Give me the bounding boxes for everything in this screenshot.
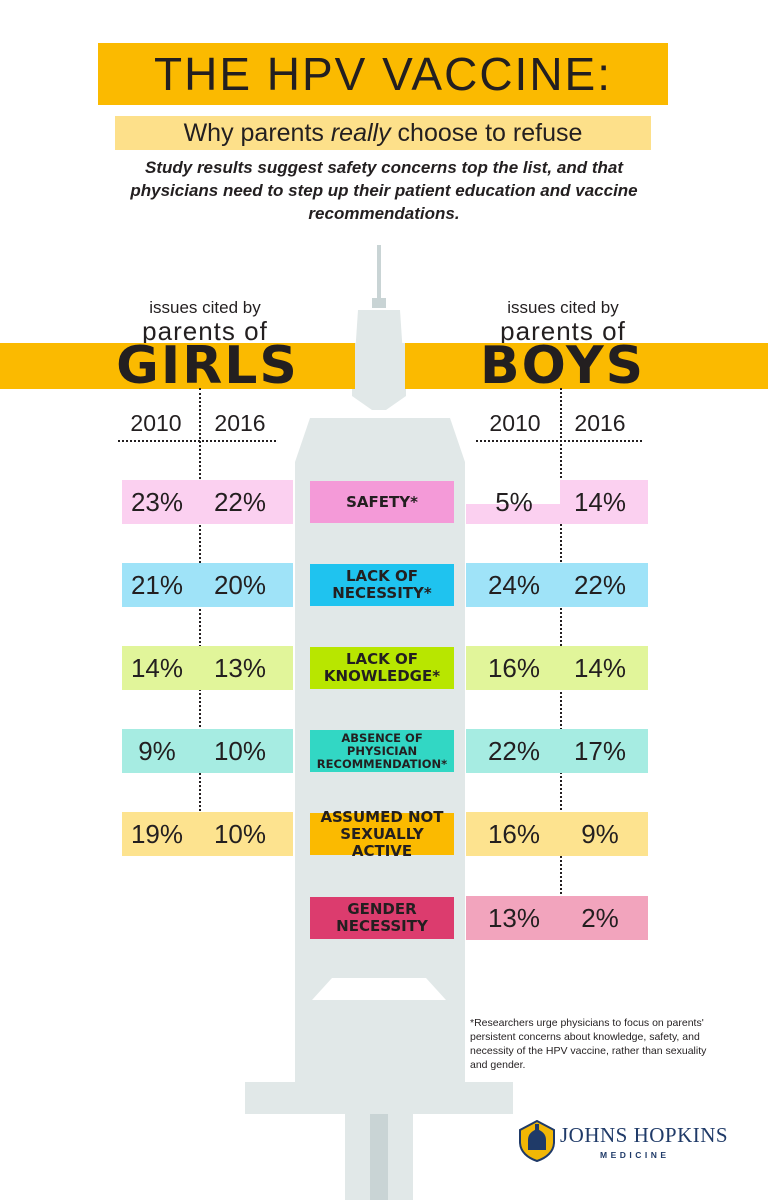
logo-name: JOHNS HOPKINS <box>560 1123 729 1147</box>
subtitle-part: Why parents <box>183 119 331 147</box>
girls-bar-3 <box>122 729 293 773</box>
girls-heading: GIRLS <box>116 336 299 396</box>
subtitle-emphasis: really <box>330 119 391 147</box>
issue-label-line: ABSENCE OF <box>341 730 423 745</box>
logo-subtitle: MEDICINE <box>600 1150 670 1160</box>
issue-label-0: SAFETY* <box>310 481 454 523</box>
boys-bar-4 <box>466 812 648 856</box>
page-subtitle: Why parents really choose to refuse <box>115 116 651 150</box>
girls-2016-value: 20% <box>213 570 267 600</box>
girls-column-divider <box>199 388 201 855</box>
boys-bar-2 <box>466 646 648 690</box>
bar-mask <box>466 480 560 504</box>
girls-2010-value: 14% <box>130 653 184 683</box>
subtitle-highlight <box>115 116 651 150</box>
boys-2010-value: 16% <box>487 653 541 683</box>
girls-bar-4 <box>122 812 293 856</box>
footnote: *Researchers urge physicians to focus on… <box>470 1017 707 1071</box>
boys-2010-value: 22% <box>487 736 541 766</box>
issue-label-line: LACK OF <box>345 650 419 668</box>
girls-2010-value: 9% <box>138 736 176 766</box>
boys-2010-value: 24% <box>487 570 541 600</box>
issue-label-line: RECOMMENDATION* <box>316 756 448 771</box>
boys-2016-value: 14% <box>573 487 627 517</box>
boys-2010-value: 16% <box>487 819 541 849</box>
girls-2016-value: 10% <box>213 819 267 849</box>
issue-label-line: GENDER <box>347 900 417 918</box>
girls-2016-value: 13% <box>213 653 267 683</box>
issue-label-line: SAFETY* <box>346 492 418 511</box>
girls-2010-value: 19% <box>130 819 184 849</box>
boys-bar-3 <box>466 729 648 773</box>
girls-bar-0 <box>122 480 293 524</box>
boys-heading: BOYS <box>479 336 646 396</box>
boys-bar-5 <box>466 896 648 940</box>
girls-2016-value: 22% <box>213 487 267 517</box>
boys-bar-1 <box>466 563 648 607</box>
issue-label-line: ASSUMED NOT <box>320 807 444 826</box>
boys-2016-value: 17% <box>573 736 627 766</box>
girls-2010-value: 23% <box>130 487 184 517</box>
girls-parents-label: parents of <box>142 316 268 346</box>
issue-label-3: ABSENCE OF PHYSICIAN RECOMMENDATION* <box>310 730 454 772</box>
boys-year-2016: 2016 <box>574 410 626 436</box>
boys-year-2010: 2010 <box>489 410 541 436</box>
syringe-hub-overlay <box>355 343 405 389</box>
girls-year-2010: 2010 <box>130 410 182 436</box>
boys-2016-value: 2% <box>581 903 619 933</box>
girls-bar-2 <box>122 646 293 690</box>
johns-hopkins-shield-icon <box>519 1120 555 1162</box>
girls-2010-value: 21% <box>130 570 184 600</box>
issue-label-line: LACK OF <box>345 567 419 585</box>
boys-2016-value: 9% <box>581 819 619 849</box>
boys-2010-value: 5% <box>495 487 533 517</box>
boys-parents-label: parents of <box>500 316 626 346</box>
issue-label-5: GENDER NECESSITY <box>310 897 454 939</box>
issue-label-line: NECESSITY <box>336 917 428 935</box>
title-highlight <box>98 43 668 105</box>
girls-year-divider <box>118 440 276 442</box>
issue-label-4: ASSUMED NOT SEXUALLY ACTIVE <box>310 808 454 859</box>
subtitle-part: choose to refuse <box>390 119 583 147</box>
boys-2010-value: 13% <box>487 903 541 933</box>
issue-label-line: KNOWLEDGE* <box>323 667 441 685</box>
intro-text: Study results suggest safety concerns to… <box>130 158 638 223</box>
page-title: THE HPV VACCINE: <box>154 48 612 100</box>
girls-2016-value: 10% <box>213 736 267 766</box>
boys-year-divider <box>476 440 642 442</box>
boys-cited-label: issues cited by <box>507 298 619 317</box>
girls-year-2016: 2016 <box>214 410 266 436</box>
boys-2016-value: 22% <box>573 570 627 600</box>
issue-label-2: LACK OF KNOWLEDGE* <box>310 647 454 689</box>
issue-label-line: NECESSITY* <box>332 584 432 602</box>
girls-cited-label: issues cited by <box>149 298 261 317</box>
issue-label-line: PHYSICIAN <box>346 743 418 758</box>
issue-label-line: SEXUALLY ACTIVE <box>340 824 424 860</box>
issue-label-1: LACK OF NECESSITY* <box>310 564 454 606</box>
boys-2016-value: 14% <box>573 653 627 683</box>
girls-bar-1 <box>122 563 293 607</box>
